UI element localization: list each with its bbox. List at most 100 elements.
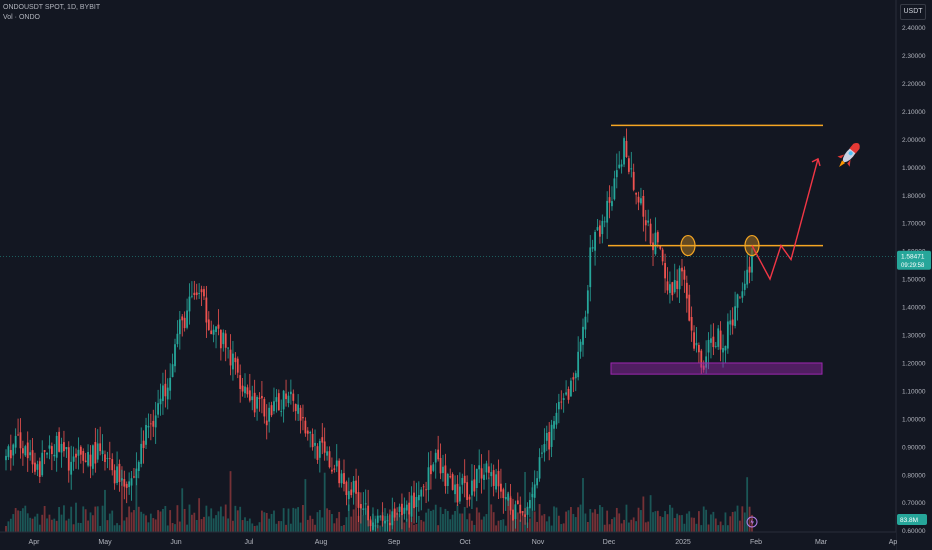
volume-bar xyxy=(500,520,502,532)
candle-body xyxy=(289,391,292,395)
candle-body xyxy=(649,223,652,244)
volume-bar xyxy=(528,518,531,532)
volume-bar xyxy=(417,515,420,532)
volume-bar xyxy=(311,518,314,532)
candle-body xyxy=(386,520,389,522)
volume-bar xyxy=(471,520,473,532)
candle-body xyxy=(434,452,437,463)
volume-bar xyxy=(251,523,254,532)
candle-body xyxy=(495,474,497,490)
candle-body xyxy=(442,466,444,474)
candle-body xyxy=(596,227,599,231)
currency-button[interactable]: USDT xyxy=(900,4,926,20)
candle-body xyxy=(157,403,159,415)
volume-bar xyxy=(688,511,691,532)
volume-bar xyxy=(166,525,169,532)
volume-bar xyxy=(355,507,357,532)
volume-bar xyxy=(647,521,650,532)
volume-bar xyxy=(229,471,232,532)
candle-body xyxy=(19,432,22,449)
volume-bar xyxy=(183,508,186,532)
candle-body xyxy=(516,500,519,504)
candle-body xyxy=(347,491,350,500)
volume-bar xyxy=(123,520,126,532)
volume-bar xyxy=(60,514,63,532)
candle-body xyxy=(480,468,483,479)
price-tick-label: 1.20000 xyxy=(902,360,926,367)
volume-bar xyxy=(410,517,413,532)
candle-body xyxy=(116,466,118,483)
volume-bar xyxy=(516,512,519,532)
volume-bar xyxy=(239,506,242,532)
time-tick-label: Jul xyxy=(245,539,254,546)
volume-bar xyxy=(451,514,454,532)
candle-body xyxy=(673,280,676,293)
volume-bar xyxy=(314,524,316,532)
candle-body xyxy=(586,290,589,314)
candle-body xyxy=(357,492,360,508)
touch-circle-1 xyxy=(680,234,696,257)
candle-body xyxy=(659,245,662,249)
candle-body xyxy=(58,431,61,452)
candle-body xyxy=(200,289,203,293)
candle-body xyxy=(599,225,601,237)
volume-bar xyxy=(331,514,333,532)
candle-body xyxy=(717,328,720,347)
candle-body xyxy=(253,392,256,413)
volume-bar xyxy=(323,472,326,532)
volume-bar xyxy=(475,507,478,532)
candle-body xyxy=(367,505,370,521)
time-tick-label: Dec xyxy=(603,539,616,546)
volume-bar xyxy=(497,520,500,532)
candle-body xyxy=(410,495,413,517)
volume-bar xyxy=(345,517,348,532)
symbol-title[interactable]: ONDOUSDT SPOT, 1D, BYBIT xyxy=(3,4,101,11)
candle-body xyxy=(145,424,147,445)
volume-bar xyxy=(483,516,485,532)
price-tick-label: 2.40000 xyxy=(902,25,926,32)
volume-bar xyxy=(364,508,367,532)
volume-bar xyxy=(277,521,280,532)
candle-body xyxy=(149,423,152,425)
volume-bar xyxy=(541,515,543,532)
volume-bar xyxy=(487,477,490,532)
candle-body xyxy=(514,504,517,520)
candle-body xyxy=(497,470,500,487)
candle-body xyxy=(133,476,135,478)
volume-bar xyxy=(690,517,693,532)
volume-bar xyxy=(574,517,577,532)
candle-body xyxy=(309,432,312,434)
candle-body xyxy=(579,341,582,352)
volume-bar xyxy=(560,524,563,532)
candle-body xyxy=(7,446,10,458)
candle-body xyxy=(492,470,495,486)
volume-bar xyxy=(275,523,278,532)
flash-icon xyxy=(746,516,758,528)
projection-arrow xyxy=(751,158,819,281)
candle-body xyxy=(637,196,640,203)
candle-body xyxy=(166,387,169,400)
volume-bar xyxy=(398,513,401,532)
candle-body xyxy=(589,247,592,288)
volume-bar xyxy=(7,521,10,532)
volume-bar xyxy=(65,520,68,532)
volume-bar xyxy=(24,505,27,532)
volume-bar xyxy=(743,512,746,532)
candle-body xyxy=(550,424,553,447)
candle-body xyxy=(685,282,688,299)
volume-bar xyxy=(596,513,599,532)
volume-bar xyxy=(195,520,198,532)
candle-body xyxy=(261,395,263,399)
candle-body xyxy=(318,441,321,458)
volume-bar xyxy=(99,525,102,532)
volume-title[interactable]: Vol · ONDO xyxy=(3,14,40,21)
volume-bar xyxy=(729,516,732,532)
candle-body xyxy=(705,356,708,368)
candle-body xyxy=(287,395,290,404)
volume-bar xyxy=(118,525,121,532)
candle-body xyxy=(352,480,355,493)
candle-body xyxy=(75,453,77,458)
candle-body xyxy=(654,232,657,255)
candle-body xyxy=(314,442,316,446)
